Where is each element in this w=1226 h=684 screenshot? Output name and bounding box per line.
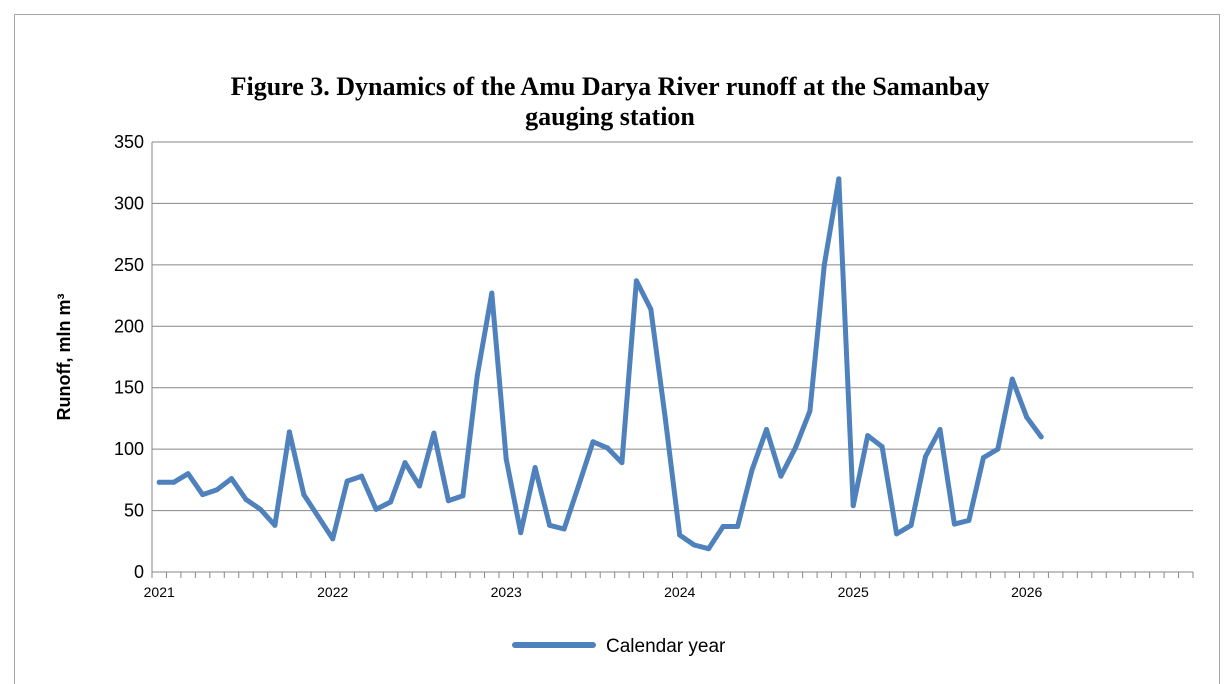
y-tick-label: 300 — [114, 193, 144, 213]
series — [156, 176, 1044, 552]
data-point — [301, 492, 307, 498]
data-point — [836, 176, 842, 182]
data-point — [518, 530, 524, 536]
data-point — [951, 521, 957, 527]
data-point — [257, 506, 263, 512]
data-point — [315, 514, 321, 520]
data-point — [576, 483, 582, 489]
data-point — [937, 426, 943, 432]
data-point — [547, 522, 553, 528]
data-point — [633, 278, 639, 284]
data-point — [590, 439, 596, 445]
y-tick-label: 100 — [114, 439, 144, 459]
y-axis-ticks: 0 50 100 150 200 250 300 350 — [114, 132, 144, 582]
data-point — [648, 306, 654, 312]
data-point — [879, 444, 885, 450]
data-point — [359, 473, 365, 479]
data-point — [662, 415, 668, 421]
y-tick-label: 350 — [114, 132, 144, 152]
data-point — [272, 522, 278, 528]
data-point — [778, 473, 784, 479]
data-point — [1024, 414, 1030, 420]
data-point — [243, 497, 249, 503]
gridlines — [152, 141, 1193, 512]
data-point — [720, 524, 726, 530]
data-point — [850, 503, 856, 509]
data-point — [286, 429, 292, 435]
data-point — [344, 478, 350, 484]
x-tick-label: 2021 — [144, 584, 175, 600]
data-point — [894, 531, 900, 537]
data-point — [214, 487, 220, 493]
data-point — [763, 426, 769, 432]
data-point — [156, 479, 162, 485]
data-point — [330, 536, 336, 542]
data-point — [503, 456, 509, 462]
y-tick-label: 50 — [124, 501, 144, 521]
data-point — [908, 522, 914, 528]
data-point — [474, 372, 480, 378]
y-tick-label: 250 — [114, 255, 144, 275]
data-point — [532, 465, 538, 471]
data-point — [619, 460, 625, 466]
x-tick-label: 2023 — [491, 584, 522, 600]
data-point — [865, 433, 871, 439]
data-point — [1009, 376, 1015, 382]
chart-frame — [14, 14, 1220, 684]
data-point — [561, 526, 567, 532]
x-tick-label: 2024 — [664, 584, 695, 600]
data-point — [229, 476, 235, 482]
data-point — [980, 455, 986, 461]
y-tick-label: 150 — [114, 378, 144, 398]
axes — [151, 142, 1193, 573]
data-point — [431, 430, 437, 436]
data-point — [402, 460, 408, 466]
data-point — [735, 524, 741, 530]
series-line — [156, 176, 1044, 552]
data-point — [171, 479, 177, 485]
data-point — [749, 467, 755, 473]
data-point — [460, 493, 466, 499]
x-axis-ticks: 2021 2022 2023 2024 2025 2026 — [144, 572, 1194, 600]
data-point — [604, 445, 610, 451]
data-point — [706, 546, 712, 552]
data-point — [489, 290, 495, 296]
data-point — [1038, 434, 1044, 440]
y-axis-label: Runoff, mln m³ — [54, 294, 74, 421]
chart-title: Figure 3. Dynamics of the Amu Darya Rive… — [230, 72, 990, 131]
data-point — [821, 262, 827, 268]
data-point — [807, 408, 813, 414]
data-point — [388, 499, 394, 505]
data-point — [373, 506, 379, 512]
y-tick-label: 200 — [114, 316, 144, 336]
legend-label: Calendar year — [606, 636, 726, 657]
data-point — [923, 454, 929, 460]
data-point — [185, 471, 191, 477]
y-tick-label: 0 — [134, 562, 144, 582]
data-point — [792, 445, 798, 451]
x-tick-label: 2025 — [838, 584, 869, 600]
data-point — [416, 483, 422, 489]
data-point — [966, 517, 972, 523]
data-point — [677, 532, 683, 538]
x-tick-label: 2022 — [317, 584, 348, 600]
x-tick-label: 2026 — [1011, 584, 1042, 600]
data-point — [691, 542, 697, 548]
data-point — [445, 498, 451, 504]
data-point — [200, 492, 206, 498]
data-point — [995, 446, 1001, 452]
legend: Calendar year — [512, 636, 726, 657]
